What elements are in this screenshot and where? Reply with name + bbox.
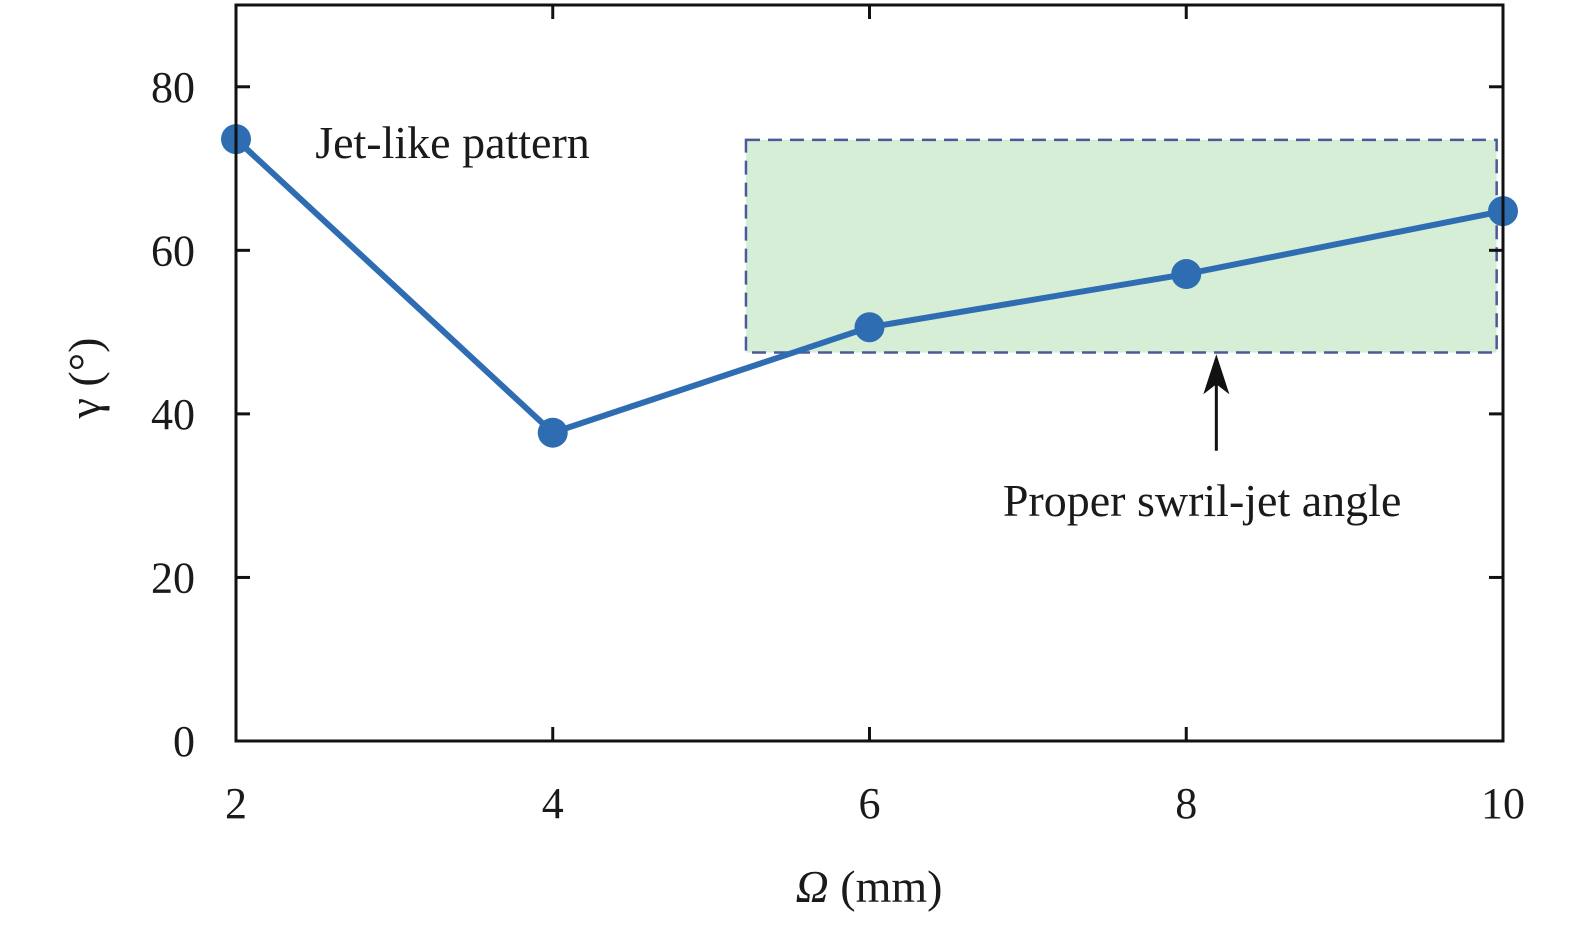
x-tick-label: 8 <box>1175 779 1197 828</box>
x-axis-symbol: Ω <box>796 861 829 912</box>
x-tick-label: 6 <box>859 779 881 828</box>
annotation-jet-like: Jet-like pattern <box>315 117 590 168</box>
y-tick-label: 40 <box>151 390 195 439</box>
y-tick-label: 20 <box>151 553 195 602</box>
plot-frame <box>234 3 1505 743</box>
annotation-proper-angle: Proper swril-jet angle <box>1003 475 1402 526</box>
x-tick-label: 10 <box>1481 779 1525 828</box>
y-tick-label: 80 <box>151 63 195 112</box>
x-tick-label: 4 <box>542 779 564 828</box>
data-point <box>537 417 568 448</box>
data-point <box>1171 259 1202 290</box>
x-axis-unit: (mm) <box>829 861 943 912</box>
ticks-group: 2 4 6 8 10 0 20 40 60 80 <box>151 5 1525 828</box>
y-axis-label: γ (°) <box>59 338 110 420</box>
x-tick-label: 2 <box>225 779 247 828</box>
data-point <box>854 312 885 343</box>
y-tick-label: 60 <box>151 226 195 275</box>
y-tick-label: 0 <box>173 717 195 766</box>
arrow-head-icon <box>1203 354 1230 395</box>
x-axis-label: Ω (mm) <box>796 861 943 912</box>
